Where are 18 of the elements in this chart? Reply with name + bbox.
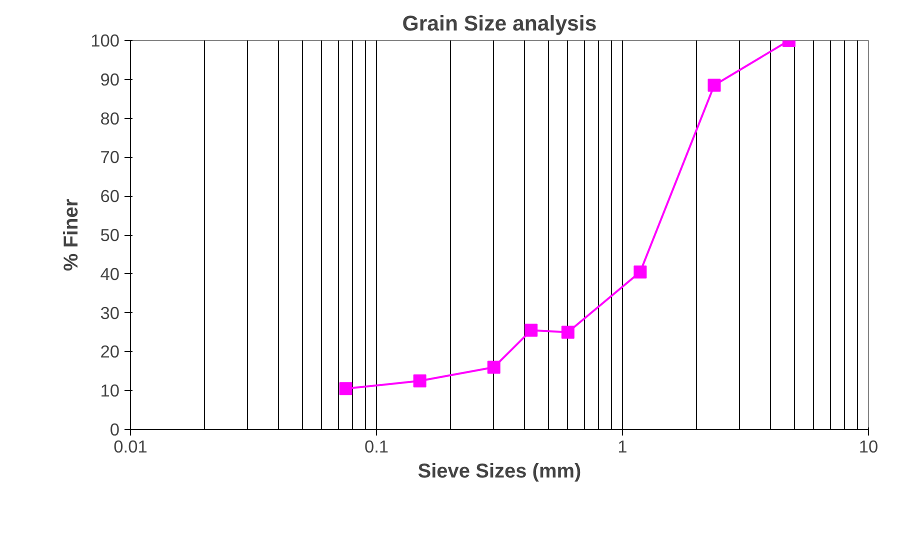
y-tick-label: 10 [100,380,120,401]
y-tick-label: 0 [110,420,120,440]
x-tick-label: 0.01 [114,436,148,456]
y-tick-label: 80 [100,108,120,128]
x-axis-title: Sieve Sizes (mm) [418,460,582,482]
chart-title: Grain Size analysis [402,12,597,36]
y-tick-label: 40 [100,264,120,284]
x-tick-label: 10 [858,436,878,456]
y-tick-label: 50 [100,225,120,245]
y-tick-label: 90 [100,69,120,90]
y-tick-label: 30 [100,302,120,323]
y-tick-label: 60 [100,186,120,206]
y-tick-label: 100 [90,30,120,50]
y-tick-label: 70 [100,147,120,168]
x-tick-label: 0.1 [364,436,389,456]
x-tick-label: 1 [618,436,628,456]
y-tick-label: 20 [100,342,120,362]
y-axis-title: % Finer [60,198,83,272]
